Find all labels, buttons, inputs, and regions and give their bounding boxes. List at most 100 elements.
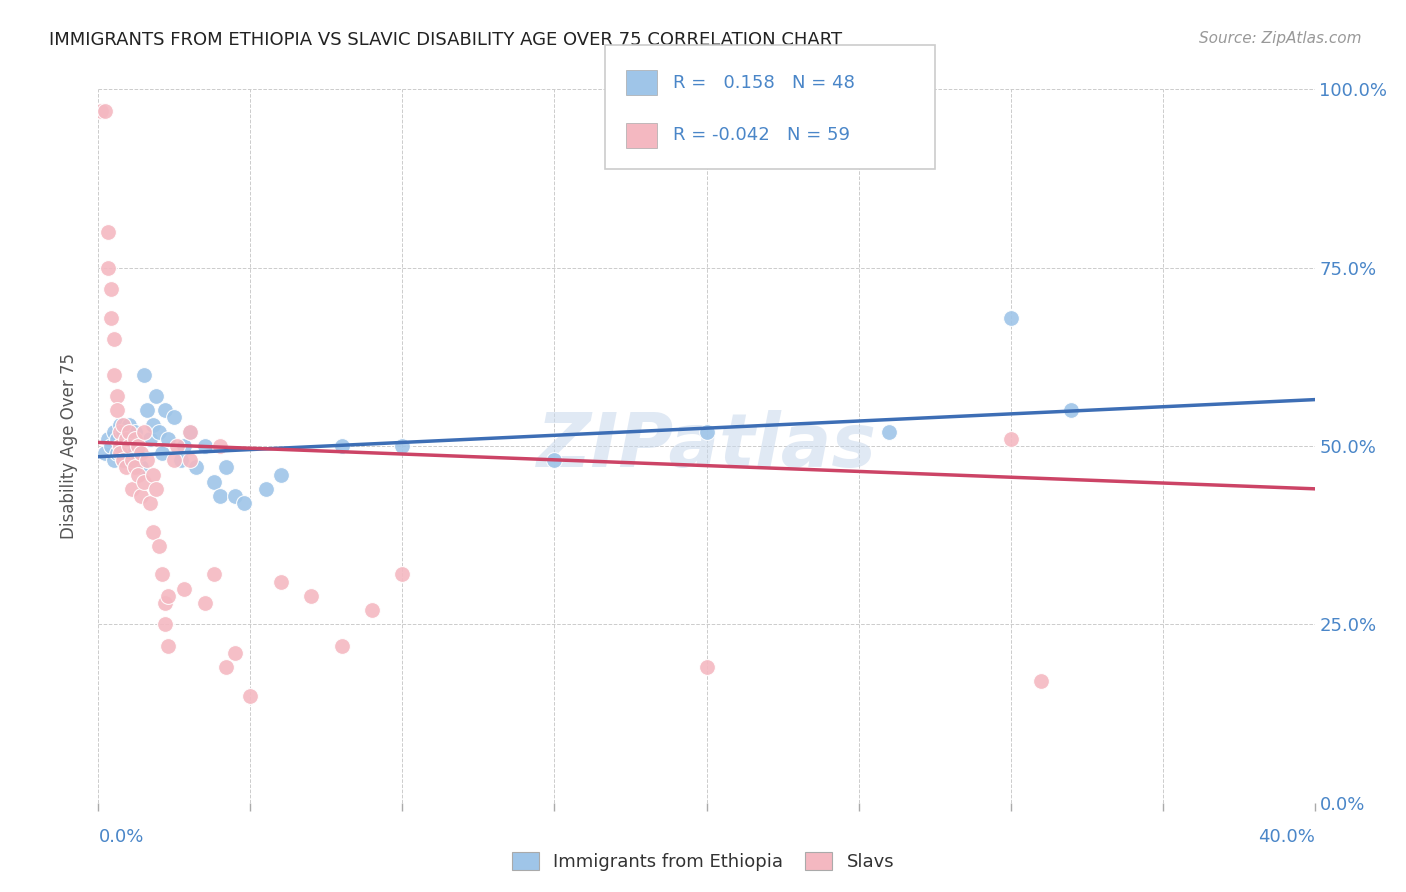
Point xyxy=(100,282,122,296)
Point xyxy=(103,453,125,467)
Point xyxy=(124,460,146,475)
Point xyxy=(163,410,186,425)
Y-axis label: Disability Age Over 75: Disability Age Over 75 xyxy=(59,353,77,539)
Text: Source: ZipAtlas.com: Source: ZipAtlas.com xyxy=(1198,31,1361,46)
Text: R = -0.042   N = 59: R = -0.042 N = 59 xyxy=(673,126,851,145)
Point xyxy=(877,425,900,439)
Point xyxy=(124,425,146,439)
Legend: Immigrants from Ethiopia, Slavs: Immigrants from Ethiopia, Slavs xyxy=(505,845,901,879)
Point xyxy=(209,489,232,503)
Point xyxy=(330,639,353,653)
Point xyxy=(127,439,149,453)
Point xyxy=(111,425,134,439)
Point xyxy=(139,496,162,510)
Point xyxy=(118,425,141,439)
Point xyxy=(254,482,277,496)
Point xyxy=(157,432,180,446)
Point xyxy=(129,460,152,475)
Text: ZIPatlas: ZIPatlas xyxy=(537,409,876,483)
Point xyxy=(108,425,131,439)
Point xyxy=(118,439,141,453)
Point xyxy=(173,439,195,453)
Point xyxy=(233,496,256,510)
Point xyxy=(90,103,112,118)
Point xyxy=(179,453,201,467)
Point xyxy=(179,425,201,439)
Point xyxy=(209,439,232,453)
Point xyxy=(111,453,134,467)
Point xyxy=(103,425,125,439)
Point xyxy=(96,260,118,275)
Point xyxy=(121,482,143,496)
Point xyxy=(194,596,217,610)
Point xyxy=(696,425,718,439)
Point xyxy=(270,574,292,589)
Point xyxy=(114,439,136,453)
Point xyxy=(543,453,565,467)
Point xyxy=(124,453,146,467)
Point xyxy=(239,689,262,703)
Point xyxy=(142,524,165,539)
Point xyxy=(105,403,128,417)
Point xyxy=(194,439,217,453)
Point xyxy=(148,425,170,439)
Point xyxy=(148,539,170,553)
Point xyxy=(270,467,292,482)
Text: R =   0.158   N = 48: R = 0.158 N = 48 xyxy=(673,74,855,92)
Point xyxy=(155,617,177,632)
Point xyxy=(108,417,131,432)
Point xyxy=(330,439,353,453)
Point xyxy=(93,446,115,460)
Point xyxy=(150,446,173,460)
Point xyxy=(105,389,128,403)
Point xyxy=(118,446,141,460)
Point xyxy=(391,567,413,582)
Point xyxy=(179,425,201,439)
Point xyxy=(202,567,225,582)
Point xyxy=(105,432,128,446)
Point xyxy=(696,660,718,674)
Point xyxy=(103,332,125,346)
Point xyxy=(105,446,128,460)
Point xyxy=(157,639,180,653)
Point xyxy=(1000,432,1022,446)
Text: IMMIGRANTS FROM ETHIOPIA VS SLAVIC DISABILITY AGE OVER 75 CORRELATION CHART: IMMIGRANTS FROM ETHIOPIA VS SLAVIC DISAB… xyxy=(49,31,842,49)
Point xyxy=(127,467,149,482)
Point xyxy=(169,453,191,467)
Point xyxy=(224,489,246,503)
Point xyxy=(129,446,152,460)
Point xyxy=(114,432,136,446)
Point xyxy=(124,432,146,446)
Point xyxy=(155,403,177,417)
Point xyxy=(391,439,413,453)
Point xyxy=(100,310,122,325)
Point xyxy=(108,439,131,453)
Point xyxy=(93,103,115,118)
Point xyxy=(150,567,173,582)
Point xyxy=(224,646,246,660)
Point xyxy=(127,439,149,453)
Point xyxy=(157,589,180,603)
Point xyxy=(145,389,167,403)
Point xyxy=(215,660,238,674)
Point xyxy=(136,453,159,467)
Text: 0.0%: 0.0% xyxy=(98,828,143,846)
Point xyxy=(184,460,207,475)
Point xyxy=(202,475,225,489)
Point xyxy=(163,453,186,467)
Point xyxy=(108,446,131,460)
Point xyxy=(173,582,195,596)
Point xyxy=(111,453,134,467)
Point xyxy=(142,417,165,432)
Point xyxy=(142,467,165,482)
Point xyxy=(361,603,384,617)
Point xyxy=(118,417,141,432)
Point xyxy=(111,417,134,432)
Point xyxy=(136,403,159,417)
Point xyxy=(132,425,155,439)
Point xyxy=(1029,674,1052,689)
Point xyxy=(114,460,136,475)
Point xyxy=(129,489,152,503)
Point xyxy=(155,596,177,610)
Point xyxy=(1060,403,1083,417)
